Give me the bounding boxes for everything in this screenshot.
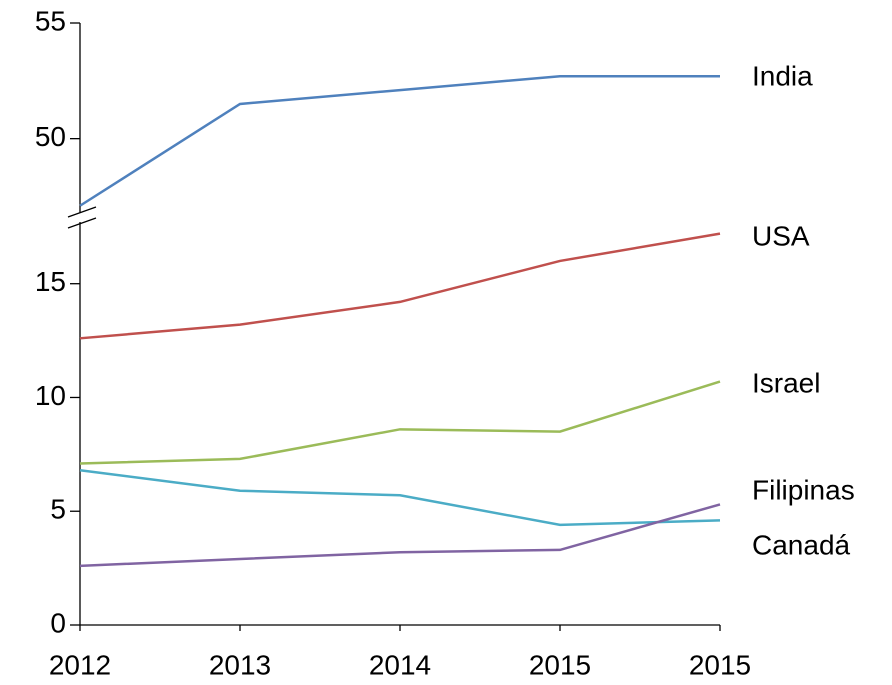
x-tick-label: 2012 xyxy=(49,649,111,680)
x-tick-label: 2014 xyxy=(369,649,431,680)
series-line xyxy=(79,469,721,527)
series-label: Israel xyxy=(752,367,820,398)
x-tick-label: 2015 xyxy=(529,649,591,680)
y-tick-label: 0 xyxy=(50,607,66,638)
series-line xyxy=(79,503,721,568)
y-tick-label: 50 xyxy=(35,121,66,152)
series-line xyxy=(79,380,721,465)
series-label: India xyxy=(752,60,813,91)
y-tick-label: 55 xyxy=(35,5,66,36)
y-tick-label: 5 xyxy=(50,494,66,525)
series-label: USA xyxy=(752,220,810,251)
axis-break-gap xyxy=(68,213,92,222)
y-tick-label: 15 xyxy=(35,266,66,297)
x-tick-label: 2015 xyxy=(689,649,751,680)
axis-break-mark xyxy=(67,206,97,218)
y-tick-label: 10 xyxy=(35,380,66,411)
x-tick-label: 2013 xyxy=(209,649,271,680)
axis-break-mark xyxy=(67,217,97,229)
series-line xyxy=(79,74,720,207)
series-label: Canadá xyxy=(752,529,851,560)
series-label: Filipinas xyxy=(752,474,855,505)
series-line xyxy=(79,232,721,340)
